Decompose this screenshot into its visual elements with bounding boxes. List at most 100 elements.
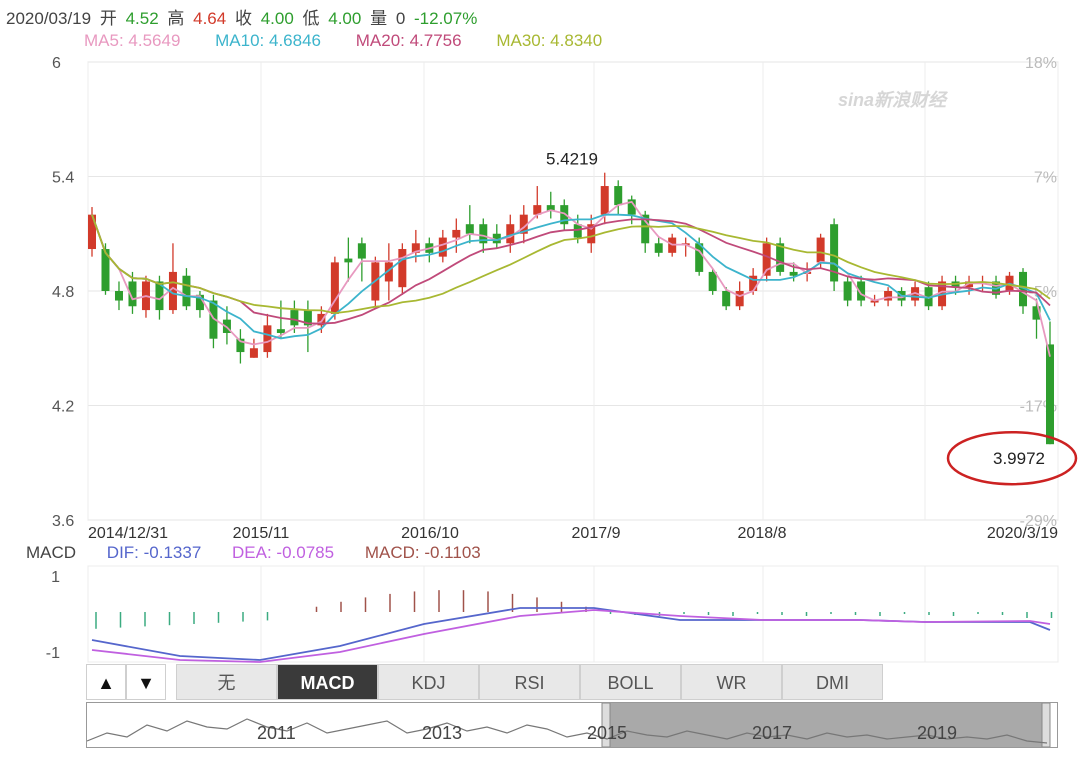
range-year-2019: 2019 [917, 723, 957, 743]
candle-body [357, 243, 366, 259]
range-window[interactable] [602, 703, 1044, 747]
ma10-legend: MA10: 4.6846 [215, 31, 321, 50]
scroll-down-button[interactable]: ▼ [126, 664, 166, 700]
candle-body [479, 224, 488, 244]
y-tick-label: 4.8 [52, 284, 74, 301]
candle-body [88, 214, 96, 250]
candle-body [776, 243, 785, 272]
candle-body [101, 249, 110, 291]
volume-value: 0 [395, 9, 406, 28]
candle-body [735, 291, 744, 307]
range-line [86, 718, 1048, 744]
candle-body [1046, 344, 1054, 445]
y-tick-label: 6 [52, 55, 61, 72]
candle-body [263, 325, 272, 353]
candle-body [290, 310, 299, 326]
tab-kdj[interactable]: KDJ [378, 664, 479, 700]
tab-boll[interactable]: BOLL [580, 664, 681, 700]
candle-body [884, 291, 893, 301]
candle-body [722, 291, 731, 307]
candle-body [830, 224, 839, 282]
quote-summary: 2020/03/19 开 4.52 高 4.64 收 4.00 低 4.00 量… [6, 4, 481, 29]
candle-body [384, 262, 393, 282]
ma20-legend: MA20: 4.7756 [355, 31, 462, 50]
ma30-line [91, 214, 1051, 315]
highlight-circle [946, 430, 1078, 486]
candle-body [330, 262, 339, 314]
scroll-up-button[interactable]: ▲ [86, 664, 126, 700]
candle-body [762, 243, 771, 276]
candle-body [560, 205, 569, 225]
tab-dmi[interactable]: DMI [782, 664, 883, 700]
ma10-line [91, 213, 1051, 340]
candle-body [155, 281, 164, 311]
candle-body [600, 186, 609, 215]
candle-body [236, 338, 245, 353]
pct-tick-label: -29% [1020, 513, 1057, 530]
x-tick-label: 2018/8 [738, 525, 787, 542]
range-year-2011: 2011 [257, 723, 296, 743]
close-value: 4.00 [260, 9, 294, 28]
range-year-2015: 2015 [587, 723, 627, 743]
macd-title: MACD [26, 543, 77, 562]
candle-body [816, 237, 825, 263]
tab-macd[interactable]: MACD [277, 664, 378, 700]
x-tick-label: 2020/3/19 [987, 525, 1058, 542]
candle-body [506, 224, 515, 244]
candle-body [438, 237, 447, 257]
candle-body [195, 294, 204, 311]
ma5-legend: MA5: 4.5649 [84, 31, 181, 50]
macd-tick-label: -1 [46, 645, 60, 662]
candle-body [654, 243, 663, 253]
dea-legend: DEA: -0.0785 [232, 543, 335, 562]
candle-body [911, 287, 920, 301]
range-selector[interactable]: 2011 2013 2015 2017 2019 [86, 702, 1058, 748]
candle-body [317, 313, 326, 326]
candle-body [587, 224, 596, 244]
sina-watermark: sina新浪财经 [838, 90, 949, 110]
indicator-tabs: 无 MACD KDJ RSI BOLL WR DMI [86, 664, 1080, 700]
candle-body [1032, 306, 1041, 320]
macd-legend: MACD DIF: -0.1337 DEA: -0.0785 MACD: -0.… [26, 543, 507, 563]
candle-body [1019, 271, 1028, 307]
close-label: 收 [234, 9, 252, 28]
range-handle-right[interactable] [1041, 702, 1051, 748]
candle-body [789, 271, 798, 276]
low-value: 4.00 [328, 9, 362, 28]
x-tick-label: 2016/10 [401, 525, 459, 542]
tab-none[interactable]: 无 [176, 664, 277, 700]
candle-body [533, 205, 542, 215]
candle-body [128, 281, 137, 307]
candle-body [492, 233, 501, 244]
change-percent: -12.07% [414, 9, 478, 28]
candle-body [641, 214, 650, 244]
range-year-2013: 2013 [422, 723, 462, 743]
candle-body [924, 287, 933, 307]
candle-body [182, 275, 191, 307]
y-tick-label: 3.6 [52, 513, 74, 530]
candle-body [209, 300, 218, 339]
tab-rsi[interactable]: RSI [479, 664, 580, 700]
candle-body [465, 224, 474, 234]
macd-value-legend: MACD: -0.1103 [364, 543, 481, 562]
pct-tick-label: 18% [1025, 55, 1057, 72]
tab-wr[interactable]: WR [681, 664, 782, 700]
ma20-line [91, 214, 1051, 325]
candle-body [168, 271, 177, 311]
high-label: 高 [167, 9, 185, 28]
last-price-label: 3.9972 [993, 449, 1045, 468]
candle-body [573, 224, 582, 238]
pct-tick-label: 7% [1034, 170, 1057, 187]
candle-body [114, 291, 123, 301]
low-label: 低 [302, 9, 320, 28]
candle-body [303, 310, 312, 326]
candle-body [519, 214, 528, 234]
high-value: 4.64 [193, 9, 227, 28]
range-year-2017: 2017 [752, 723, 792, 743]
candle-body [749, 275, 758, 291]
open-value: 4.52 [125, 9, 159, 28]
x-tick-label: 2015/11 [233, 525, 290, 542]
candle-body [708, 271, 717, 291]
dif-line [91, 607, 1051, 661]
